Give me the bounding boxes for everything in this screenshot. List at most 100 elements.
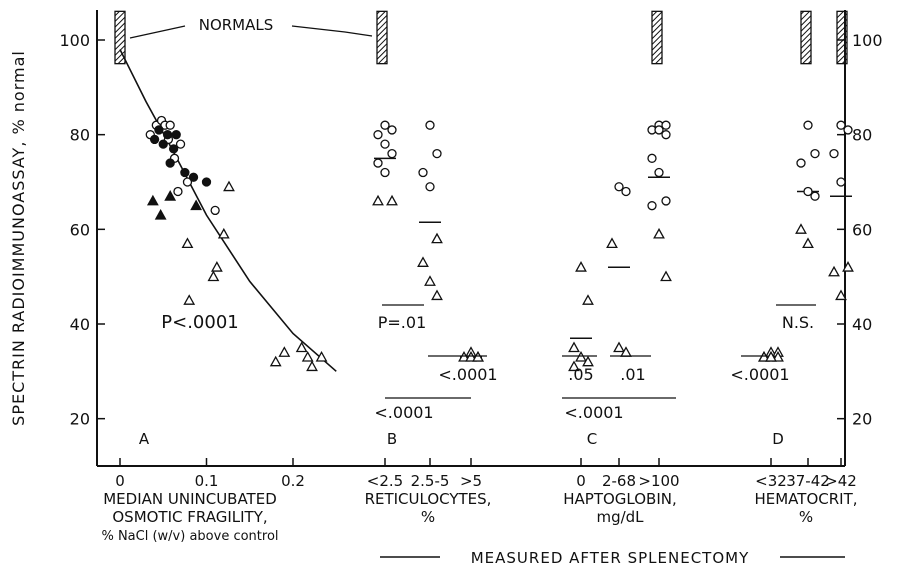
normals-bar xyxy=(114,10,126,65)
y-tick-label-left: 40 xyxy=(70,315,90,334)
data-point-open-triangle xyxy=(295,341,308,353)
data-point-open-circle xyxy=(173,186,183,197)
normals-bar xyxy=(836,10,848,65)
data-point-open-triangle xyxy=(315,350,328,362)
panel-c-x-tick-label: >100 xyxy=(638,472,679,490)
data-point-filled-circle xyxy=(180,167,190,178)
data-point-filled-circle xyxy=(171,130,181,140)
data-point-open-triangle xyxy=(417,256,429,267)
panel-a-p-value: P<.0001 xyxy=(161,312,238,333)
panel-d-xlabel-line: % xyxy=(799,508,813,526)
panel-d-x-tick-label: <32 xyxy=(755,472,787,490)
panel-b-significance: <.0001 xyxy=(374,403,433,422)
panel-a-x-tick-label: 0.2 xyxy=(281,472,305,490)
panel-b-xlabel-line: RETICULOCYTES, xyxy=(365,490,492,508)
normals-label: NORMALS xyxy=(199,16,274,34)
data-point-filled-circle xyxy=(158,139,168,149)
data-point-open-triangle xyxy=(465,350,477,362)
normals-bar xyxy=(800,10,812,65)
panel-b-x-tick-label: >5 xyxy=(460,472,482,490)
data-point-open-circle xyxy=(810,191,820,201)
data-point-open-triangle xyxy=(575,261,587,272)
data-point-open-triangle xyxy=(653,227,665,239)
data-point-open-triangle xyxy=(802,237,814,249)
data-point-open-circle xyxy=(647,153,657,163)
data-point-open-triangle xyxy=(183,294,196,305)
data-point-open-triangle xyxy=(835,289,847,301)
data-point-open-circle xyxy=(380,120,390,130)
data-point-filled-triangle xyxy=(164,190,177,201)
data-point-open-triangle xyxy=(568,360,580,372)
data-point-open-triangle xyxy=(207,270,220,282)
data-point-open-circle xyxy=(810,148,820,159)
data-point-open-triangle xyxy=(472,350,484,362)
normals-pointer-left xyxy=(129,25,186,39)
panel-c-significance: .01 xyxy=(620,365,645,384)
chart-marks xyxy=(114,10,854,372)
data-point-open-triangle xyxy=(210,261,223,272)
y-tick-label-right: 100 xyxy=(852,31,883,50)
data-point-open-triangle xyxy=(424,275,436,286)
data-point-filled-circle xyxy=(188,172,199,182)
data-point-open-triangle xyxy=(613,341,625,353)
data-point-open-circle xyxy=(418,167,428,178)
data-point-open-circle xyxy=(836,120,846,130)
data-point-open-circle xyxy=(829,148,839,159)
data-point-open-circle xyxy=(432,148,442,159)
data-point-open-circle xyxy=(843,125,853,135)
panel-c-significance: .05 xyxy=(568,365,593,384)
data-point-open-circle xyxy=(210,205,220,216)
data-point-open-circle xyxy=(373,158,383,168)
panel-a-xlabel-line: OSMOTIC FRAGILITY, xyxy=(112,508,267,526)
data-point-open-triangle xyxy=(758,350,770,362)
panel-b-significance: P=.01 xyxy=(378,313,427,332)
data-point-open-circle xyxy=(614,182,624,192)
panel-a-x-tick-label: 0.1 xyxy=(195,472,219,490)
data-point-open-triangle xyxy=(765,350,777,362)
panel-c-xlabel-line: HAPTOGLOBIN, xyxy=(563,490,677,508)
data-point-filled-circle xyxy=(168,144,179,154)
data-point-open-triangle xyxy=(301,350,314,362)
y-tick-label-left: 80 xyxy=(70,126,90,145)
panel-b-significance: <.0001 xyxy=(438,365,497,384)
data-point-open-circle xyxy=(387,125,397,135)
y-tick-label-left: 60 xyxy=(70,220,90,239)
normals-pointer-right xyxy=(291,25,373,37)
data-point-filled-triangle xyxy=(154,208,167,220)
data-point-open-triangle xyxy=(568,341,580,353)
data-point-open-circle xyxy=(380,139,390,149)
data-point-open-triangle xyxy=(582,294,594,305)
panel-d-significance: <.0001 xyxy=(730,365,789,384)
data-point-open-circle xyxy=(803,186,813,197)
data-point-open-triangle xyxy=(269,355,282,367)
panel-a-letter: A xyxy=(139,430,150,448)
panel-b-x-tick-label: 2.5-5 xyxy=(411,472,450,490)
data-point-open-triangle xyxy=(431,232,443,244)
data-point-open-circle xyxy=(661,196,671,206)
data-point-open-triangle xyxy=(772,350,784,362)
data-point-open-circle xyxy=(654,167,664,178)
data-point-filled-circle xyxy=(149,134,160,145)
data-point-open-triangle xyxy=(431,289,443,301)
data-point-filled-triangle xyxy=(190,199,203,211)
data-point-filled-circle xyxy=(201,177,212,187)
data-point-open-triangle xyxy=(372,194,384,206)
y-tick-label-left: 100 xyxy=(59,31,90,50)
data-point-open-circle xyxy=(803,120,813,130)
data-point-open-circle xyxy=(380,167,390,178)
data-point-open-triangle xyxy=(458,350,470,362)
data-point-open-circle xyxy=(654,125,664,135)
data-point-open-circle xyxy=(175,139,186,149)
data-point-open-triangle xyxy=(217,227,230,239)
panel-d-x-tick-label: >42 xyxy=(825,472,857,490)
data-point-open-circle xyxy=(387,148,397,159)
data-point-open-triangle xyxy=(828,265,840,277)
y-tick-label-left: 20 xyxy=(70,410,90,429)
data-point-filled-circle xyxy=(154,125,164,135)
data-point-open-triangle xyxy=(660,270,672,282)
panel-a-xlabel-line: MEDIAN UNINCUBATED xyxy=(103,490,277,508)
y-axis-label: SPECTRIN RADIOIMMUNOASSAY, % normal xyxy=(9,50,28,426)
panel-d-xlabel-line: HEMATOCRIT, xyxy=(754,490,857,508)
